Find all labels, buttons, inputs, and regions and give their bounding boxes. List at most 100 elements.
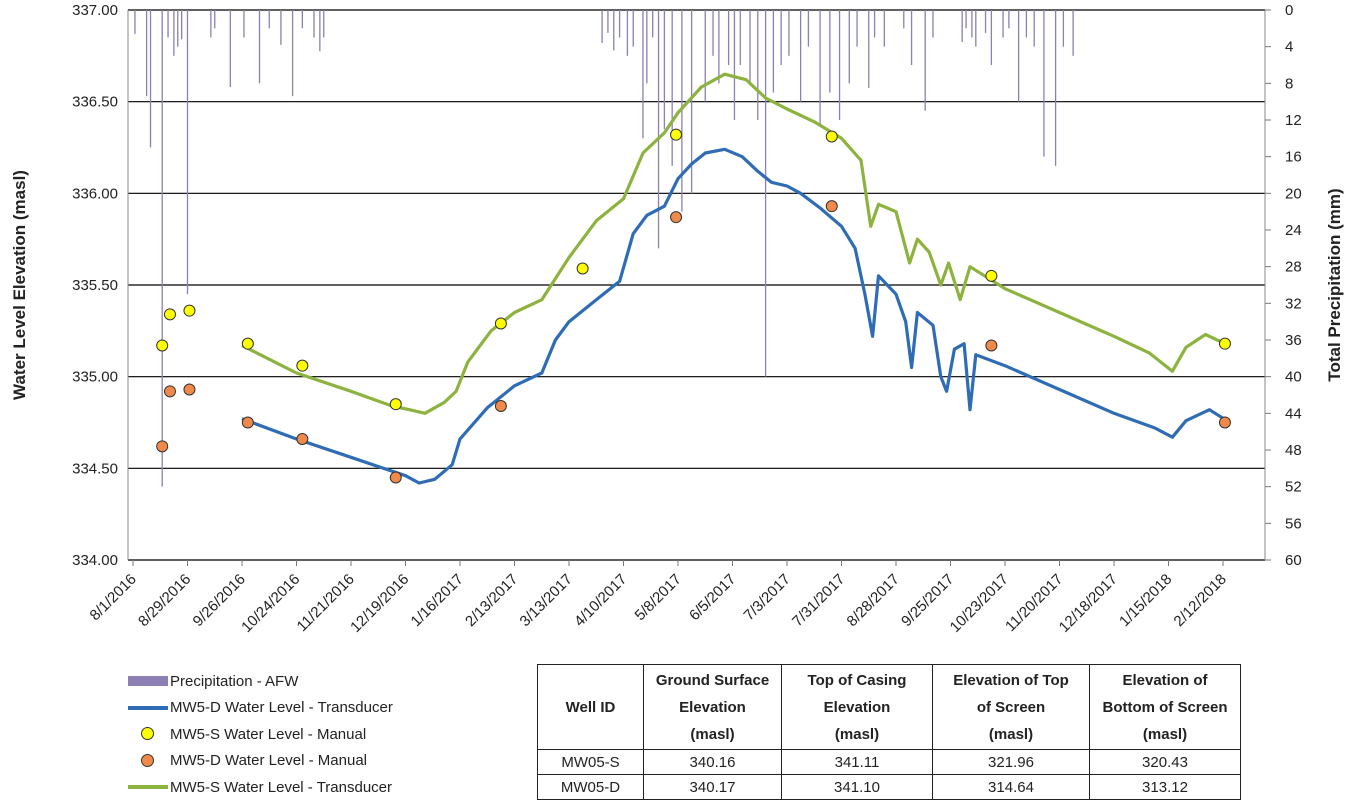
data-point [1218,416,1231,429]
x-tick-label: 12/18/2017 [1056,571,1121,636]
y2-tick-label: 8 [1285,75,1293,92]
x-tick-label: 7/3/2017 [741,571,794,624]
table-cell: MW05-D [537,774,644,800]
x-tick-label: 3/13/2017 [517,571,576,630]
gridlines [128,9,1265,561]
y-axis-title: Water Level Elevation (masl) [10,170,29,400]
legend-label: MW5-S Water Level - Manual [170,725,367,743]
legend-item-deep-transducer: MW5-D Water Level - Transducer [128,695,393,722]
x-tick-label: 10/23/2017 [947,571,1012,636]
table-cell: 341.11 [781,749,933,775]
y2-tick-label: 4 [1285,39,1293,56]
y2-tick-label: 36 [1285,332,1302,349]
water-level-chart: 334.00 334.50 335.00 335.50 336.00 336.50 337.… [10,2,1344,636]
data-point [156,440,169,453]
data-point [389,398,402,411]
data-point [670,128,683,141]
legend-label: MW5-D Water Level - Manual [170,752,367,770]
table-cell: 341.10 [781,774,933,800]
legend-item-deep-manual: MW5-D Water Level - Manual [128,748,393,775]
legend-item-shallow-transducer: MW5-S Water Level - Transducer [128,774,393,801]
table-header: Well ID [537,664,644,750]
data-point [241,416,254,429]
x-tick-label: 1/15/2018 [1116,571,1175,630]
y2-tick-label: 28 [1285,259,1302,276]
x-tick-label: 8/29/2016 [135,571,194,630]
table-cell: 340.17 [643,774,782,800]
data-point [296,359,309,372]
y2-tick-label: 44 [1285,405,1302,422]
data-point [183,304,196,317]
x-tick-label: 5/8/2017 [632,571,685,624]
x-tick-label: 8/28/2017 [844,571,903,630]
transducer-lines [241,72,1228,485]
table-cell: 314.64 [932,774,1090,800]
y-tick-label: 337.00 [72,2,118,19]
table-header-row: Well ID Ground Surface Elevation (masl) To… [537,664,1241,750]
table-header: Elevation of Bottom of Screen (masl) [1089,664,1241,750]
legend-item-shallow-manual: MW5-S Water Level - Manual [128,721,393,748]
table-header: Ground Surface Elevation (masl) [643,664,782,750]
x-tick-label: 10/24/2016 [238,571,303,636]
legend-label: Precipitation - AFW [170,672,299,690]
y2-axis-title: Total Precipitation (mm) [1325,188,1344,381]
y2-tick-label: 24 [1285,222,1302,239]
table-header: Top of Casing Elevation (masl) [781,664,933,750]
y2-tick-label: 32 [1285,295,1302,312]
y2-tick-label: 56 [1285,515,1302,532]
data-point [494,400,507,412]
data-point [985,269,998,282]
y-tick-label: 335.00 [72,369,118,386]
data-point [825,200,838,213]
table-row: MW05-D 340.17 341.10 314.64 313.12 [537,774,1241,800]
y-tick-label: 334.50 [72,460,118,477]
y-tick-label: 335.50 [72,277,118,294]
y2-tick-label: 60 [1285,552,1302,569]
x-tick-label: 4/10/2017 [571,571,630,630]
data-point [183,383,196,396]
manual-points [156,128,1231,484]
table-cell: 313.12 [1089,774,1241,800]
legend-item-precipitation: Precipitation - AFW [128,668,393,695]
data-point [1218,337,1231,350]
table-cell: 321.96 [932,749,1090,775]
data-point [156,339,169,352]
legend-marker-swatch [128,753,170,768]
table-cell: 340.16 [643,749,782,775]
precipitation-bars [134,10,1074,487]
well-info-table: Well ID Ground Surface Elevation (masl) To… [537,664,1241,800]
table-header: Elevation of Top of Screen (masl) [932,664,1090,750]
legend-bar-swatch [128,674,170,688]
legend-line-swatch [128,701,170,715]
data-point [494,317,507,330]
legend-marker-swatch [128,727,170,741]
data-point [296,433,309,445]
legend-label: MW5-D Water Level - Transducer [170,699,393,717]
y2-tick-label: 20 [1285,185,1302,202]
y-tick-label: 334.00 [72,552,118,569]
data-point [389,471,402,484]
y-tick-label: 336.00 [72,185,118,202]
table-row: MW05-S 340.16 341.11 321.96 320.43 [537,749,1241,775]
series-line [241,147,1228,485]
legend-label: MW5-S Water Level - Transducer [170,778,393,796]
y2-tick-label: 12 [1285,112,1302,129]
table-cell: MW05-S [537,749,644,775]
data-point [825,130,838,143]
x-tick-label: 12/19/2016 [347,571,412,636]
data-point [163,385,176,398]
y2-tick-label: 40 [1285,369,1302,386]
x-tick-label: 8/1/2016 [87,571,140,624]
data-point [163,308,176,321]
data-point [576,262,589,275]
series-line [241,72,1226,415]
table-cell: 320.43 [1089,749,1241,775]
x-tick-label: 2/13/2017 [462,571,521,630]
legend-line-swatch [128,780,170,794]
data-point [670,211,683,224]
x-tick-label: 7/31/2017 [789,571,848,630]
x-tick-label: 1/16/2017 [408,571,467,630]
y2-tick-label: 0 [1285,2,1293,19]
data-point [241,337,254,350]
y2-tick-label: 52 [1285,479,1302,496]
